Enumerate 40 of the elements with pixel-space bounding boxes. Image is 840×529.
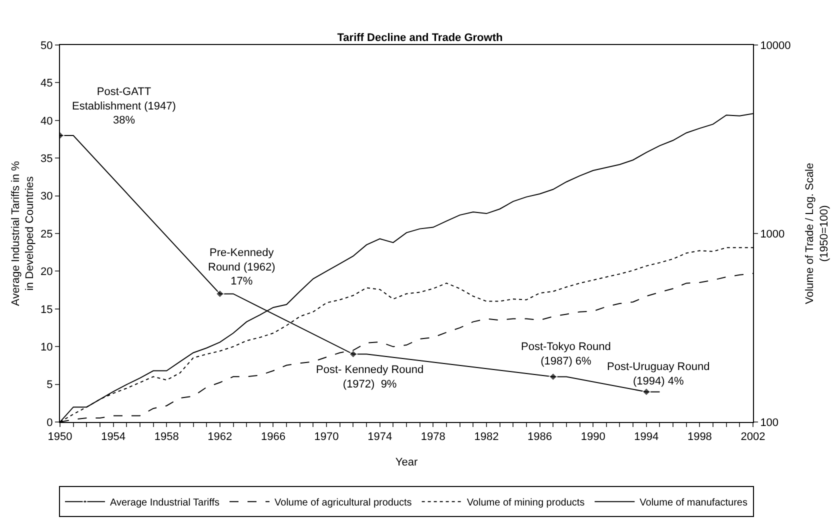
x-axis-title: Year xyxy=(395,456,418,468)
annotation: Post-Uruguay Round (1994) 4% xyxy=(607,361,710,388)
legend-label: Average Industrial Tariffs xyxy=(110,497,220,508)
annotation: Post-GATT Establishment (1947) 38% xyxy=(72,86,176,127)
x-tick-label: 1990 xyxy=(580,431,606,444)
legend-label: Volume of mining products xyxy=(466,497,585,508)
y2-tick-label: 10000 xyxy=(760,40,791,52)
chart-title: Tariff Decline and Trade Growth xyxy=(337,32,503,44)
y-tick-label: 15 xyxy=(40,304,53,316)
y-tick-label: 25 xyxy=(40,228,53,240)
annotation: Post- Kennedy Round (1972) 9% xyxy=(316,364,424,390)
y-tick-label: 50 xyxy=(40,40,53,52)
x-tick-label: 1954 xyxy=(101,431,126,444)
legend-label: Volume of agricultural products xyxy=(274,497,412,508)
x-tick-label: 1970 xyxy=(314,431,339,444)
x-tick-label: 1998 xyxy=(687,431,712,444)
y-tick-label: 45 xyxy=(40,78,53,90)
y-tick-label: 0 xyxy=(46,416,53,429)
y-tick-label: 20 xyxy=(40,266,53,278)
x-tick-label: 1978 xyxy=(420,431,446,444)
x-tick-label: 1994 xyxy=(634,431,659,444)
x-tick-label: 1986 xyxy=(528,431,552,444)
legend-label: Volume of manufactures xyxy=(640,497,748,508)
x-tick-label: 1982 xyxy=(474,431,499,444)
x-tick-label: 2002 xyxy=(740,431,766,444)
x-tick-label: 1950 xyxy=(48,431,72,444)
y-tick-label: 30 xyxy=(40,190,53,203)
y-tick-label: 40 xyxy=(40,115,53,128)
y-tick-label: 35 xyxy=(40,152,53,165)
y-axis-title: Average Industrial Tariffs in % in Developed Countries xyxy=(10,160,36,306)
x-tick-label: 1958 xyxy=(154,431,179,444)
y2-tick-label: 100 xyxy=(760,416,779,429)
y2-tick-label: 1000 xyxy=(760,228,785,240)
x-tick-label: 1966 xyxy=(260,431,286,444)
x-tick-label: 1962 xyxy=(208,431,232,444)
x-tick-label: 1974 xyxy=(368,431,392,444)
y2-axis-title: Volume of Trade / Log. Scale (1950=100) xyxy=(804,162,830,304)
y-tick-label: 5 xyxy=(46,379,53,392)
annotation: Pre-Kennedy Round (1962) 17% xyxy=(208,247,276,288)
y-tick-label: 10 xyxy=(40,341,53,354)
